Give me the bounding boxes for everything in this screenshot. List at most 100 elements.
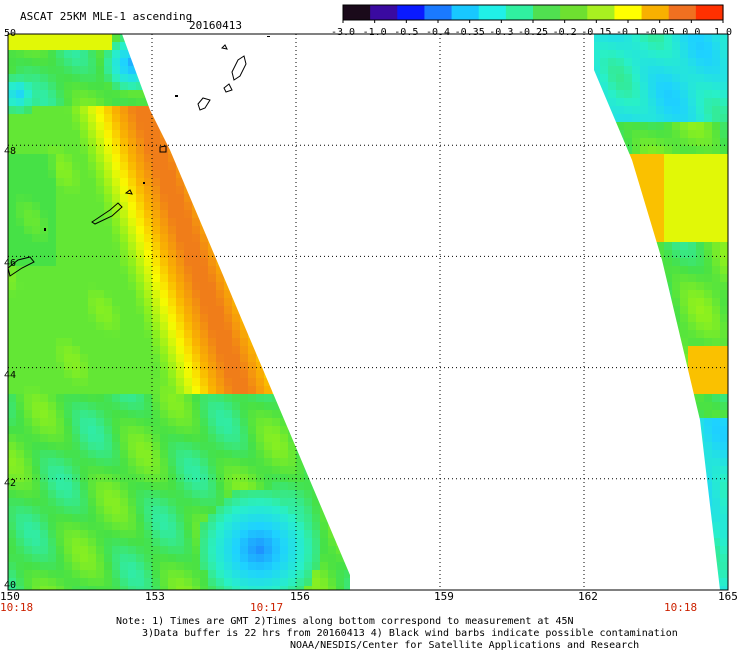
swath-cell (208, 42, 216, 50)
swath-cell (688, 474, 696, 482)
swath-cell (96, 282, 104, 290)
swath-cell (208, 146, 216, 154)
swath-cell (40, 386, 48, 394)
swath-cell (616, 346, 624, 354)
swath-cell (720, 194, 728, 202)
swath-cell (304, 338, 312, 346)
swath-cell (594, 42, 600, 50)
swath-cell (152, 210, 160, 218)
swath-cell (216, 306, 224, 314)
swath-cell (56, 434, 64, 442)
swath-cell (712, 562, 720, 570)
swath-cell (64, 426, 72, 434)
swath-cell (256, 178, 264, 186)
lon-label: 150 (0, 590, 20, 603)
swath-cell (594, 354, 600, 362)
swath-cell (24, 178, 32, 186)
swath-cell (144, 194, 152, 202)
swath-cell (344, 122, 350, 130)
swath-cell (688, 482, 696, 490)
swath-cell (96, 522, 104, 530)
swath-cell (88, 74, 96, 82)
swath-cell (272, 530, 280, 538)
swath-cell (128, 330, 136, 338)
swath-cell (656, 426, 664, 434)
swath-cell (48, 474, 56, 482)
swath-cell (8, 186, 16, 194)
swath-cell (320, 370, 328, 378)
swath-cell (112, 170, 120, 178)
swath-cell (160, 338, 168, 346)
swath-cell (24, 306, 32, 314)
swath-cell (104, 546, 112, 554)
swath-cell (256, 266, 264, 274)
swath-cell (304, 114, 312, 122)
swath-cell (336, 58, 344, 66)
swath-cell (248, 290, 256, 298)
swath-cell (328, 554, 336, 562)
swath-cell (80, 50, 88, 58)
swath-cell (720, 74, 728, 82)
swath-cell (664, 122, 672, 130)
swath-cell (232, 178, 240, 186)
swath-cell (296, 338, 304, 346)
swath-cell (632, 314, 640, 322)
swath-cell (344, 314, 350, 322)
swath-cell (128, 490, 136, 498)
swath-cell (320, 562, 328, 570)
swath-cell (24, 154, 32, 162)
swath-cell (656, 114, 664, 122)
swath-cell (112, 194, 120, 202)
swath-cell (24, 562, 32, 570)
swath-cell (80, 386, 88, 394)
swath-cell (344, 338, 350, 346)
swath-cell (232, 226, 240, 234)
swath-cell (64, 50, 72, 58)
swath-cell (224, 522, 232, 530)
swath-cell (8, 394, 16, 402)
swath-cell (136, 266, 144, 274)
swath-cell (64, 466, 72, 474)
swath-cell (704, 546, 712, 554)
swath-cell (664, 418, 672, 426)
swath-cell (8, 522, 16, 530)
swath-cell (336, 330, 344, 338)
swath-cell (144, 250, 152, 258)
swath-cell (40, 66, 48, 74)
swath-cell (304, 434, 312, 442)
swath-cell (320, 434, 328, 442)
swath-cell (704, 298, 712, 306)
swath-cell (104, 146, 112, 154)
swath-cell (712, 362, 720, 370)
swath-cell (88, 402, 96, 410)
swath-cell (32, 418, 40, 426)
swath-cell (144, 458, 152, 466)
swath-cell (280, 474, 288, 482)
swath-cell (72, 98, 80, 106)
swath-cell (256, 242, 264, 250)
swath-cell (80, 42, 88, 50)
swath-cell (272, 474, 280, 482)
swath-cell (696, 394, 704, 402)
swath-cell (104, 466, 112, 474)
swath-cell (152, 322, 160, 330)
swath-cell (712, 50, 720, 58)
swath-cell (648, 322, 656, 330)
swath-cell (16, 538, 24, 546)
swath-cell (720, 346, 728, 354)
swath-cell (232, 538, 240, 546)
swath-cell (288, 242, 296, 250)
swath-cell (8, 322, 16, 330)
swath-cell (664, 218, 672, 226)
swath-cell (608, 578, 616, 586)
swath-cell (200, 258, 208, 266)
swath-cell (160, 330, 168, 338)
swath-cell (88, 514, 96, 522)
swath-cell (152, 506, 160, 514)
swath-cell (608, 82, 616, 90)
swath-cell (112, 274, 120, 282)
swath-cell (216, 402, 224, 410)
swath-cell (184, 562, 192, 570)
swath-cell (120, 274, 128, 282)
swath-cell (152, 450, 160, 458)
